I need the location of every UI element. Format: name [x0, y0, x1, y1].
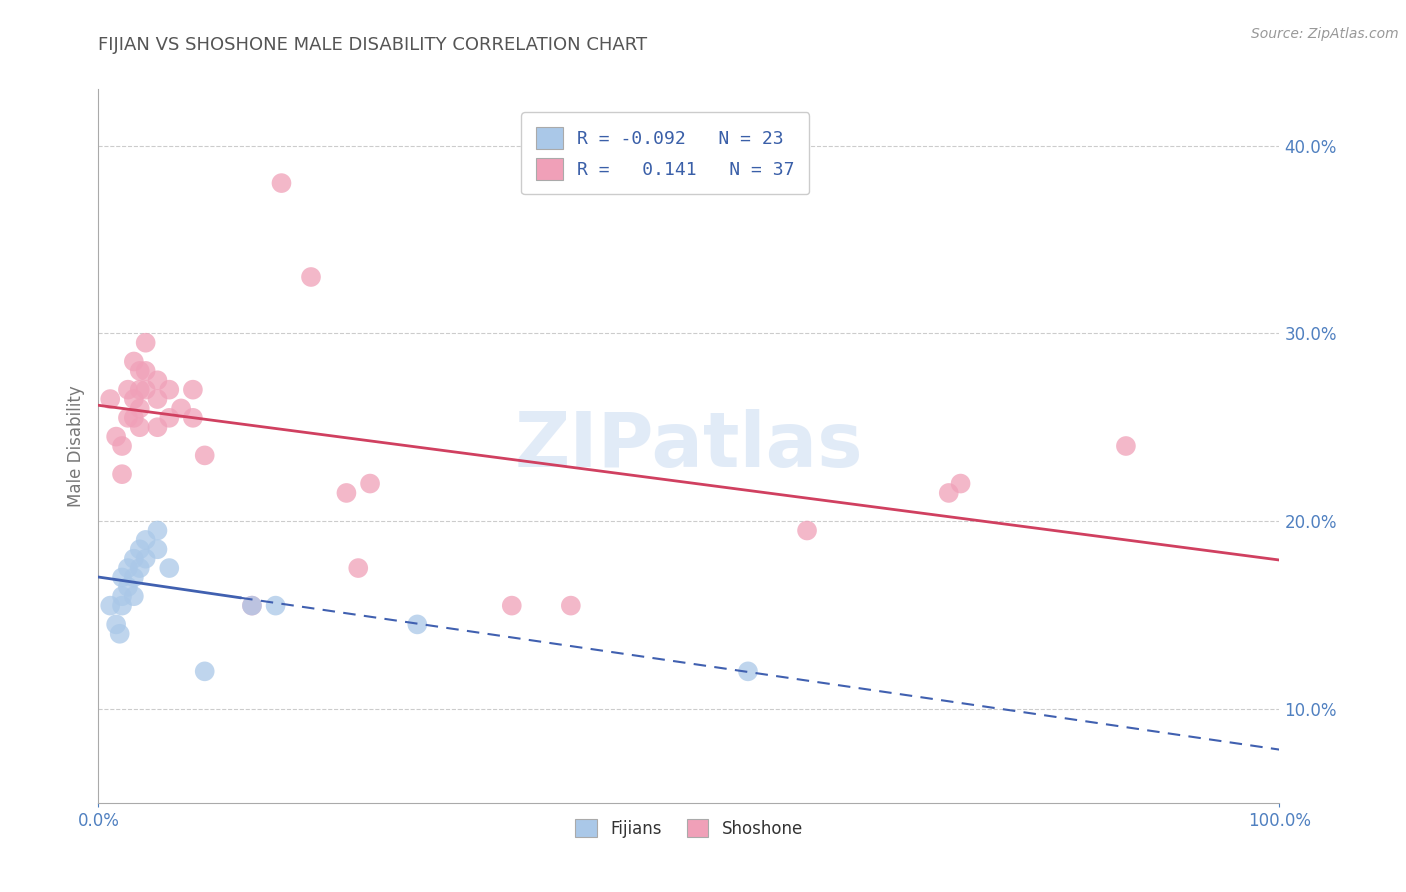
- Point: [146, 392, 169, 406]
- Point: [135, 335, 157, 350]
- Point: [501, 599, 523, 613]
- Point: [181, 383, 204, 397]
- Point: [98, 392, 121, 406]
- Point: [560, 599, 582, 613]
- Point: [157, 383, 180, 397]
- Point: [240, 599, 263, 613]
- Point: [128, 364, 150, 378]
- Point: [135, 383, 157, 397]
- Point: [170, 401, 193, 416]
- Point: [146, 524, 169, 538]
- Point: [135, 533, 157, 547]
- Point: [135, 364, 157, 378]
- Point: [146, 542, 169, 557]
- Text: ZIPatlas: ZIPatlas: [515, 409, 863, 483]
- Point: [299, 270, 322, 285]
- Point: [270, 176, 292, 190]
- Point: [111, 467, 134, 482]
- Point: [181, 410, 204, 425]
- Point: [111, 439, 134, 453]
- Point: [111, 599, 134, 613]
- Point: [157, 410, 180, 425]
- Point: [406, 617, 429, 632]
- Point: [335, 486, 357, 500]
- Point: [117, 561, 139, 575]
- Point: [240, 599, 263, 613]
- Point: [157, 561, 180, 575]
- Text: Source: ZipAtlas.com: Source: ZipAtlas.com: [1251, 27, 1399, 41]
- Point: [359, 476, 381, 491]
- Point: [122, 410, 145, 425]
- Point: [128, 401, 150, 416]
- Point: [737, 665, 759, 679]
- Point: [122, 354, 145, 368]
- Point: [122, 392, 145, 406]
- Point: [122, 570, 145, 584]
- Point: [146, 373, 169, 387]
- Point: [111, 589, 134, 603]
- Point: [194, 449, 217, 463]
- Point: [949, 476, 972, 491]
- Point: [796, 524, 818, 538]
- Point: [1115, 439, 1137, 453]
- Point: [128, 561, 150, 575]
- Point: [98, 599, 121, 613]
- Point: [105, 429, 128, 443]
- Point: [122, 589, 145, 603]
- Point: [128, 420, 150, 434]
- Point: [117, 410, 139, 425]
- Point: [128, 542, 150, 557]
- Point: [194, 665, 217, 679]
- Point: [111, 570, 134, 584]
- Point: [105, 617, 128, 632]
- Point: [938, 486, 960, 500]
- Point: [264, 599, 287, 613]
- Point: [122, 551, 145, 566]
- Point: [347, 561, 370, 575]
- Point: [117, 580, 139, 594]
- Point: [135, 551, 157, 566]
- Point: [108, 627, 131, 641]
- Legend: Fijians, Shoshone: Fijians, Shoshone: [568, 813, 810, 845]
- Text: FIJIAN VS SHOSHONE MALE DISABILITY CORRELATION CHART: FIJIAN VS SHOSHONE MALE DISABILITY CORRE…: [98, 36, 648, 54]
- Point: [128, 383, 150, 397]
- Point: [146, 420, 169, 434]
- Point: [117, 383, 139, 397]
- Y-axis label: Male Disability: Male Disability: [66, 385, 84, 507]
